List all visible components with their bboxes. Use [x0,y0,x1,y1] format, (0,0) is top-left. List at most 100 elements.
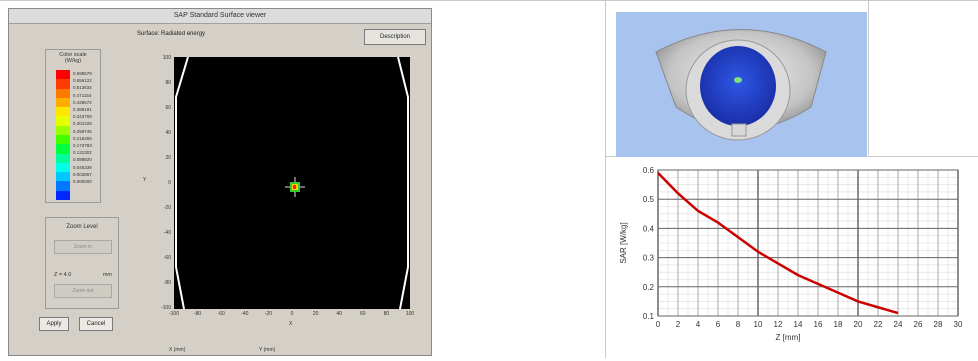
sar-chart-svg: 0 2 4 6 8 10 12 14 16 18 20 22 24 26 28 300.10.20.30.40… [619,166,963,342]
chart-y-tick-label: 0.4 [643,224,655,233]
color-scale-swatch [56,190,70,200]
chart-x-tick-label: 0 [656,320,661,329]
chart-x-tick-label: 10 [754,320,763,329]
color-scale-swatch [56,153,70,163]
plot-x-tick-label: 0 [290,311,294,317]
table-border-top [0,0,978,1]
chart-x-tick-label: 30 [954,320,963,329]
apply-button[interactable]: Apply [39,317,69,331]
color-scale-value: 0.131302 [73,150,92,156]
phantom-outline-left [175,56,189,310]
phantom-hotspot [734,77,742,83]
plot-y-tick-label: 60 [165,105,171,111]
plot-x-tick-label: 20 [312,311,319,317]
surface-plot-svg [175,56,409,310]
phantom-stem [731,123,747,137]
sar-chart: 0 2 4 6 8 10 12 14 16 18 20 22 24 26 28 30 0.1 0.2 0.3 0.4 0… [612,158,978,356]
color-scale-value: 0.343709 [73,114,92,120]
plot-x-tick-label: -20 [264,311,272,317]
plot-x-tick-label: 80 [383,311,390,317]
color-scale-swatch [56,172,70,182]
chart-y-tick-label: 0.3 [643,254,655,263]
chart-x-tick-label: 16 [814,320,823,329]
color-scale-swatch [56,79,70,89]
color-scale-value: 0.000000 [73,179,92,185]
bottom-mid-value: Y (mm) [259,347,276,353]
chart-y-tick-label: 0.1 [643,312,655,321]
chart-series-line [657,172,899,315]
color-scale-swatch [56,88,70,98]
phantom-outline-right [397,56,409,310]
plot-y-tick-label: 40 [165,130,171,136]
table-divider-left [605,0,606,358]
chart-x-tick-label: 14 [794,320,803,329]
chart-x-tick-label: 22 [874,320,883,329]
color-scale-value: 0.428672 [73,99,92,105]
color-scale-title: Color scale (W/kg) [46,52,100,64]
color-scale-value: 0.513634 [73,85,92,91]
chart-y-tick-label: 0.6 [643,166,655,175]
phantom-3d-view [616,12,867,157]
zoom-value: 4.0 [63,272,72,278]
chart-y-tick-label: 0.2 [643,283,655,292]
surface-label: Surface: Radiated energy [137,31,206,37]
phantom-3d-svg [655,29,827,141]
plot-x-tick-label: -80 [193,311,202,317]
color-scale-swatch [56,70,70,80]
chart-x-tick-label: 26 [914,320,923,329]
plot-y-tick-label: -40 [163,230,171,236]
bottom-left-value: X (mm) [169,347,186,353]
chart-x-tick-label: 2 [676,320,681,329]
plot-x-tick-label: -60 [217,311,225,317]
surface-plot[interactable] [174,56,410,310]
color-scale-value: 0.386191 [73,107,92,113]
color-scale-swatch [56,162,70,173]
window-title: SAP Standard Surface viewer [9,9,431,24]
bottom-mid-field: Y (mm) [259,347,275,353]
color-scale-value: 0.003857 [73,171,92,177]
plot-x-tick-label: 40 [336,311,342,317]
zoom-title: Zoom Level [66,224,98,230]
chart-x-tick-label: 6 [716,320,721,329]
description-button[interactable]: Description [364,29,426,45]
cancel-button[interactable]: Cancel [79,317,113,331]
color-scale-swatch [56,116,70,126]
color-scale-title-line1: Color scale [59,52,87,58]
color-scale-values: 0.598579 0.556122 0.513634 0.471154 0.428672… [73,70,92,185]
plot-y-tick-label: 20 [165,155,171,161]
color-scale-value: 0.556122 [73,78,92,84]
zoom-out-button[interactable]: Zoom out [54,284,112,298]
zoom-unit: mm [102,272,112,278]
plot-y-tick-label: 0 [168,180,171,186]
plot-y-axis-label: Y [143,177,147,183]
plot-y-tick-label: 80 [165,80,171,86]
chart-x-tick-label: 24 [894,320,903,329]
color-scale-value: 0.471154 [73,92,92,98]
color-scale-swatch [56,181,70,191]
color-scale-panel: Color scale (W/kg) 0.598579 0.556122 0.513… [45,49,101,203]
color-scale-swatch [56,107,70,117]
color-scale-value: 0.216265 [73,135,92,141]
chart-x-tick-label: 4 [696,320,701,329]
color-scale-value: 0.173783 [73,143,92,149]
color-scale-title-line2: (W/kg) [64,58,82,64]
plot-x-tick-label: -100 [168,311,179,317]
color-scale-value: 0.258746 [73,128,92,134]
chart-x-tick-label: 18 [834,320,843,329]
color-scale-value: 0.598579 [73,71,92,76]
zoom-in-button[interactable]: Zoom in [54,240,112,254]
color-scale-value: 0.088820 [73,157,92,163]
plot-y-tick-label: -20 [163,205,171,211]
chart-y-tick-label: 0.5 [643,195,655,204]
surface-viewer-window: SAP Standard Surface viewer Surface: Rad… [8,8,432,356]
color-scale-value: 0.301228 [73,121,92,127]
chart-x-axis-label: Z [mm] [776,333,801,342]
color-scale-swatch [56,144,70,154]
color-scale-swatch [56,97,70,108]
plot-y-tick-label: -100 [160,305,171,311]
plot-x-tick-label: 100 [405,311,415,317]
plot-x-axis-label: X [289,321,293,327]
plot-y-tick-label: -60 [163,255,171,261]
table-divider-right [868,0,869,155]
plot-y-tick-label: 100 [162,55,171,61]
